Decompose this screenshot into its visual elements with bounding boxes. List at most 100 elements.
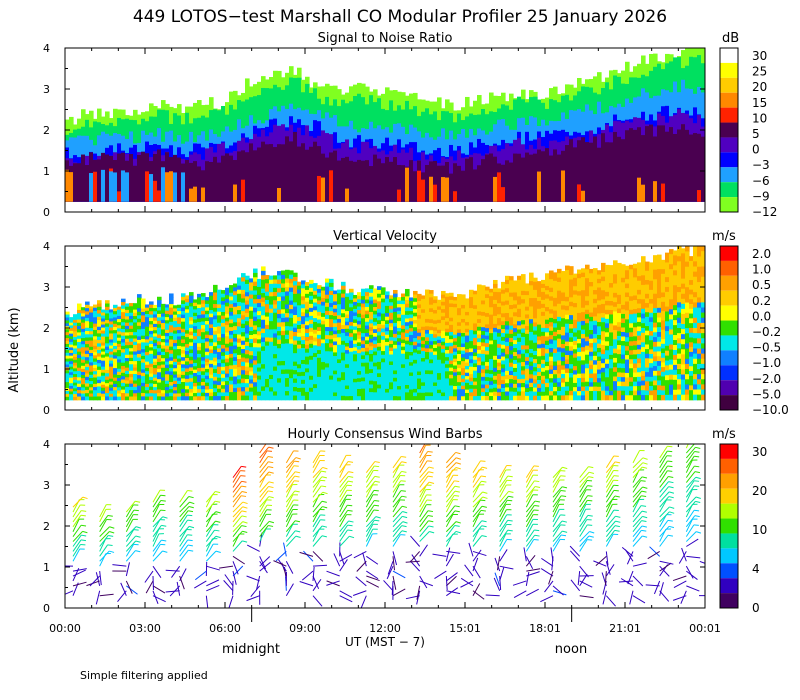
velocity-cell	[505, 279, 510, 285]
velocity-cell	[365, 377, 370, 382]
velocity-cell	[189, 367, 194, 372]
velocity-cell	[437, 339, 442, 344]
velocity-cell	[373, 329, 378, 334]
snr-cell	[141, 151, 146, 202]
velocity-cell	[389, 357, 394, 363]
velocity-cell	[365, 295, 370, 301]
velocity-cell	[409, 365, 414, 370]
velocity-cell	[373, 321, 378, 327]
velocity-cell	[397, 362, 402, 367]
velocity-cell	[445, 321, 450, 326]
velocity-cell	[461, 361, 466, 366]
velocity-cell	[129, 386, 134, 391]
velocity-cell	[169, 374, 174, 380]
velocity-cell	[365, 325, 370, 330]
velocity-cell	[353, 343, 358, 348]
snr-cell	[269, 144, 274, 202]
velocity-cell	[421, 392, 426, 397]
velocity-cell	[157, 351, 162, 356]
velocity-cell	[349, 322, 354, 327]
snr-cell	[553, 149, 558, 202]
velocity-cell	[257, 383, 262, 389]
velocity-cell	[457, 315, 462, 320]
velocity-cell	[557, 286, 562, 292]
velocity-cell	[473, 388, 478, 394]
velocity-cell	[421, 309, 426, 314]
velocity-cell	[305, 348, 310, 354]
velocity-cell	[117, 371, 122, 376]
velocity-cell	[221, 290, 226, 295]
velocity-cell	[497, 318, 502, 323]
velocity-cell	[181, 311, 186, 316]
velocity-cell	[377, 358, 382, 363]
velocity-cell	[105, 396, 110, 401]
velocity-cell	[289, 326, 294, 332]
velocity-cell	[417, 325, 422, 330]
velocity-cell	[449, 364, 454, 369]
velocity-cell	[121, 352, 126, 357]
velocity-cell	[385, 385, 390, 390]
velocity-cell	[313, 391, 318, 397]
velocity-cell	[89, 324, 94, 329]
velocity-cell	[497, 373, 502, 379]
velocity-cell	[201, 381, 206, 387]
velocity-cell	[117, 319, 122, 323]
velocity-cell	[545, 353, 550, 359]
velocity-cell	[493, 327, 498, 333]
velocity-cell	[313, 286, 318, 292]
velocity-cell	[217, 392, 222, 397]
velocity-cell	[225, 392, 230, 397]
velocity-cell	[113, 358, 118, 363]
velocity-cell	[497, 329, 502, 334]
velocity-cell	[77, 370, 82, 375]
velocity-cell	[453, 379, 458, 384]
velocity-cell	[193, 329, 198, 334]
velocity-cell	[389, 389, 394, 394]
velocity-cell	[329, 319, 334, 324]
velocity-cell	[281, 322, 286, 328]
velocity-cell	[541, 327, 546, 333]
velocity-cell	[353, 340, 358, 345]
velocity-cell	[517, 292, 522, 298]
velocity-cell	[109, 378, 114, 383]
velocity-cell	[293, 365, 298, 371]
velocity-cell	[421, 312, 426, 317]
velocity-cell	[169, 360, 174, 365]
velocity-cell	[361, 351, 366, 356]
snr-cell	[285, 136, 290, 202]
velocity-cell	[489, 377, 494, 382]
snr-cell	[157, 149, 162, 202]
velocity-cell	[197, 346, 202, 351]
velocity-cell	[193, 306, 198, 311]
velocity-cell	[325, 347, 330, 352]
velocity-cell	[409, 375, 414, 380]
velocity-cell	[445, 353, 450, 358]
velocity-cell	[381, 321, 386, 326]
velocity-cell	[209, 353, 214, 358]
snr-cell	[321, 177, 326, 202]
velocity-cell	[525, 376, 530, 381]
velocity-cell	[469, 319, 474, 324]
velocity-cell	[261, 373, 266, 379]
velocity-cell	[385, 356, 390, 361]
velocity-cell	[521, 324, 526, 330]
velocity-cell	[365, 392, 370, 397]
velocity-cell	[301, 320, 306, 325]
velocity-cell	[285, 321, 290, 327]
velocity-cell	[153, 317, 158, 322]
velocity-cell	[85, 353, 90, 358]
snr-cell	[89, 173, 94, 202]
velocity-cell	[257, 335, 262, 340]
velocity-cell	[533, 363, 538, 368]
velocity-cell	[541, 323, 546, 329]
velocity-cell	[377, 335, 382, 340]
velocity-cell	[325, 343, 330, 348]
snr-cell	[401, 165, 406, 202]
velocity-cell	[453, 372, 458, 377]
velocity-cell	[189, 356, 194, 361]
velocity-cell	[197, 311, 202, 316]
velocity-cell	[325, 286, 330, 292]
velocity-cell	[145, 371, 150, 375]
velocity-cell	[117, 350, 122, 354]
velocity-cell	[565, 346, 570, 352]
